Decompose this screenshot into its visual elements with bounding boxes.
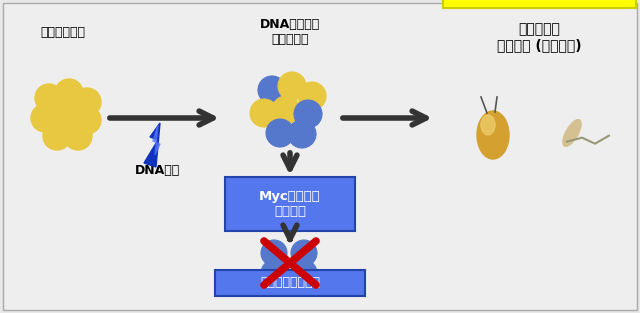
Circle shape <box>43 122 71 150</box>
Circle shape <box>250 99 278 127</box>
Circle shape <box>35 84 63 112</box>
Polygon shape <box>153 125 160 155</box>
Text: Myc遺伝子の
発現低下: Myc遺伝子の 発現低下 <box>259 190 321 218</box>
FancyBboxPatch shape <box>225 177 355 231</box>
Ellipse shape <box>481 115 495 135</box>
FancyBboxPatch shape <box>443 0 636 8</box>
FancyBboxPatch shape <box>215 270 365 296</box>
Circle shape <box>291 260 317 286</box>
Ellipse shape <box>563 120 581 146</box>
Circle shape <box>55 79 83 107</box>
Circle shape <box>272 96 300 124</box>
Circle shape <box>31 104 59 132</box>
Circle shape <box>53 102 81 130</box>
Circle shape <box>73 88 101 116</box>
Text: DNA損傷: DNA損傷 <box>134 163 180 177</box>
Circle shape <box>288 120 316 148</box>
Circle shape <box>261 260 287 286</box>
Text: 異常な細胞の排除: 異常な細胞の排除 <box>260 276 320 290</box>
Circle shape <box>294 100 322 128</box>
Polygon shape <box>144 123 160 167</box>
Circle shape <box>291 240 317 266</box>
Text: DNAに損傷を
受けた細胞: DNAに損傷を 受けた細胞 <box>260 18 320 46</box>
Circle shape <box>266 119 294 147</box>
Ellipse shape <box>477 111 509 159</box>
Circle shape <box>298 82 326 110</box>
Circle shape <box>64 122 92 150</box>
Text: 始原生殖細胞: 始原生殖細胞 <box>40 25 86 38</box>
Circle shape <box>258 76 286 104</box>
Text: 品質の良い
生殖細胞 (卵と精子): 品質の良い 生殖細胞 (卵と精子) <box>497 22 581 52</box>
Circle shape <box>278 72 306 100</box>
Circle shape <box>73 106 101 134</box>
Circle shape <box>261 240 287 266</box>
FancyBboxPatch shape <box>3 3 637 310</box>
